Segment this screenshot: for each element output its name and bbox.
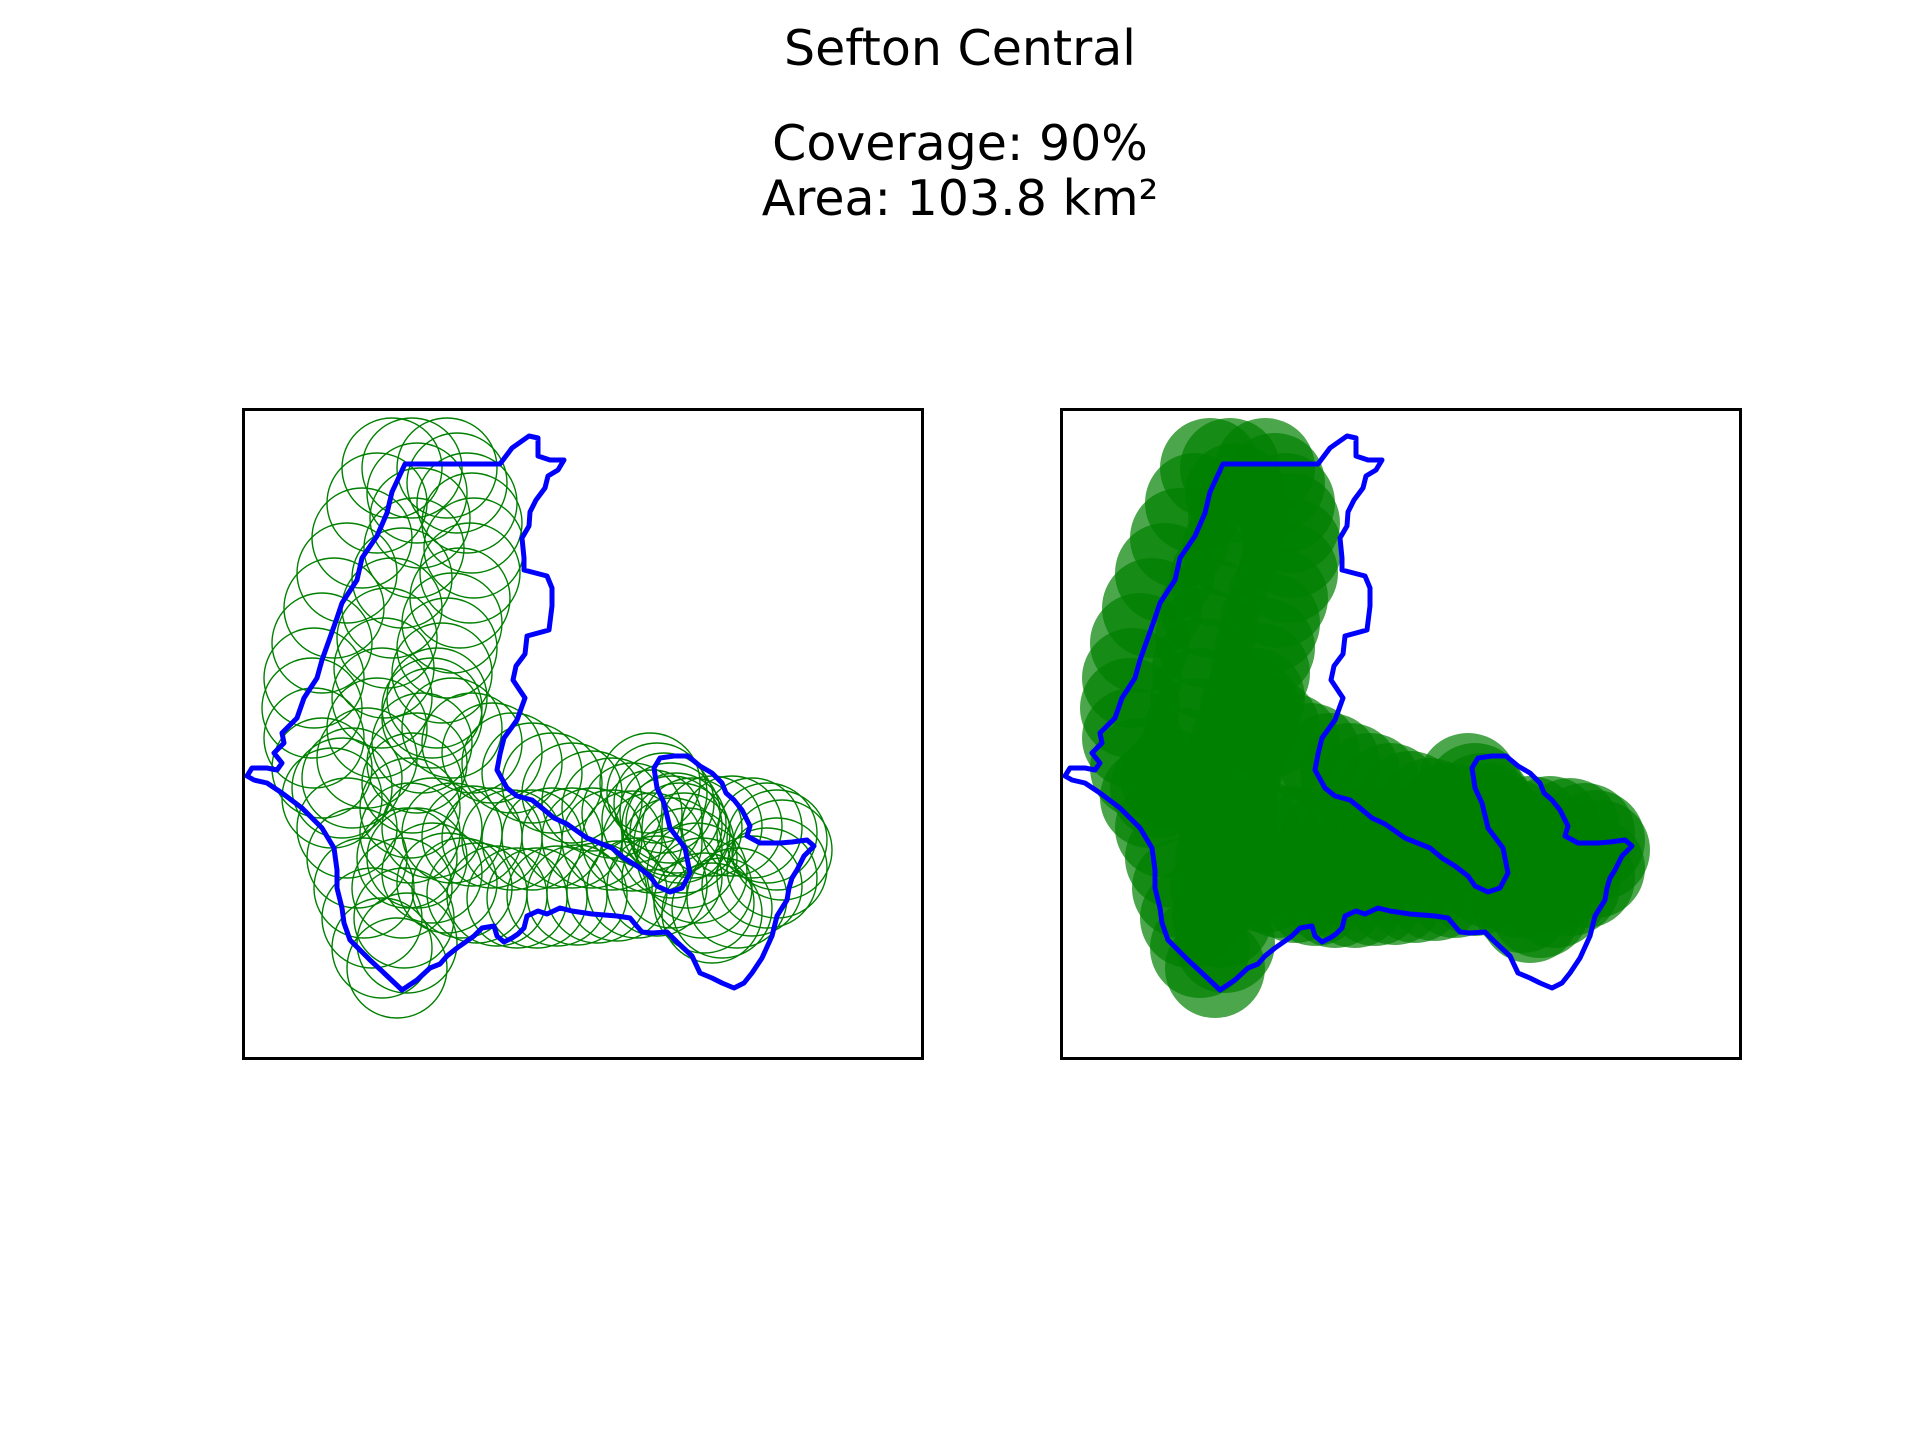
region-boundary [244, 433, 817, 993]
figure-title: Sefton Central [784, 20, 1136, 77]
coverage-label: Coverage: 90% [772, 115, 1148, 172]
coverage-circle [306, 807, 408, 909]
coverage-circle [381, 822, 483, 924]
map-panel-outline-circles [242, 408, 924, 1060]
coverage-circle [336, 587, 438, 689]
coverage-circle [411, 837, 513, 939]
coverage-circle [419, 522, 521, 624]
coverage-circle [521, 787, 623, 889]
coverage-circle [716, 827, 818, 929]
coverage-circle [561, 757, 663, 859]
coverage-circle [681, 775, 783, 877]
coverage-circle [653, 852, 755, 954]
coverage-circle [401, 572, 503, 674]
coverage-circle [331, 647, 433, 749]
area-label: Area: 103.8 km² [761, 170, 1159, 227]
coverage-circle [296, 522, 398, 624]
coverage-circle [361, 732, 463, 834]
coverage-circle [1165, 918, 1265, 1018]
coverage-circle [606, 742, 708, 844]
coverage-circle [313, 837, 415, 939]
coverage-circle [356, 892, 458, 994]
coverage-circle [606, 835, 708, 937]
coverage-circle [396, 597, 498, 699]
coverage-circle [506, 845, 608, 947]
coverage-circle [391, 622, 493, 724]
coverage-circle [401, 677, 503, 779]
coverage-circles [261, 417, 833, 1019]
coverage-circle [731, 799, 833, 901]
coverage-circle [619, 762, 721, 864]
coverage-circle [1545, 818, 1645, 918]
coverage-circle [366, 807, 468, 909]
coverage-circle [381, 657, 483, 759]
coverage-circle [633, 792, 735, 894]
coverage-circle [283, 557, 385, 659]
region-boundary [1062, 433, 1635, 993]
map-panel-filled-circles [1060, 408, 1742, 1060]
coverage-circle [361, 417, 463, 519]
coverage-circle [271, 592, 373, 694]
map-frame [242, 408, 924, 1060]
coverage-circle [356, 807, 458, 909]
coverage-circle [586, 837, 688, 939]
coverage-circle [261, 657, 363, 759]
coverage-circle [366, 442, 468, 544]
coverage-circle [726, 789, 828, 891]
coverage-circle [421, 472, 523, 574]
coverage-circle [396, 417, 498, 519]
coverage-circle [291, 737, 393, 839]
coverage-circle [346, 917, 448, 1019]
coverage-circle [331, 897, 433, 999]
coverage-circle [671, 857, 773, 959]
coverage-circle [561, 789, 663, 891]
coverage-circle [521, 742, 623, 844]
coverage-circle [625, 772, 727, 874]
coverage-circle [381, 667, 483, 769]
coverage-circle [381, 777, 483, 879]
coverage-circle [406, 432, 508, 534]
coverage-circle [526, 844, 628, 946]
coverage-circle [701, 777, 803, 879]
coverage-circle [409, 547, 511, 649]
coverage-circle [629, 782, 731, 884]
coverage-circle [641, 777, 743, 879]
coverage-circle [621, 797, 723, 899]
coverage-circle [386, 647, 488, 749]
coverage-circle [263, 627, 365, 729]
coverage-circle [486, 847, 588, 949]
coverage-circle [263, 687, 365, 789]
coverage-circles [1080, 418, 1650, 1018]
coverage-circle [416, 452, 518, 554]
coverage-circle [716, 782, 818, 884]
coverage-circle [599, 732, 701, 834]
